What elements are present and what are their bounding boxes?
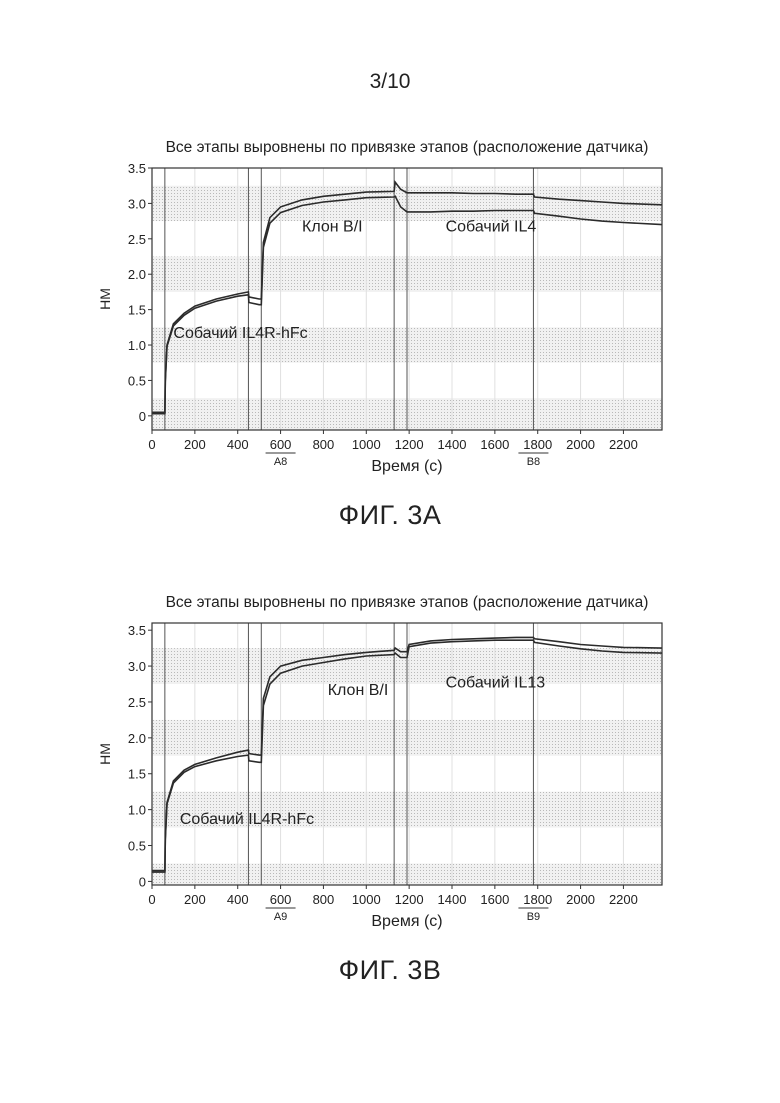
fig3a-xtick-label: 2200 [609,437,638,452]
fig3b-ytick-label: 3.5 [128,623,146,638]
figure-3a-caption: ФИГ. 3А [0,500,780,531]
fig3a-xtick-label: 800 [313,437,335,452]
fig3a-ytick-label: 0 [139,409,146,424]
fig3a-xtick-label: 1600 [480,437,509,452]
fig3b-ytick-label: 0 [139,874,146,889]
fig3b-xtick-label: 1400 [438,892,467,907]
fig3b-xtick-label: 1000 [352,892,381,907]
fig3a-xtick-label: 1400 [438,437,467,452]
fig3a-step-label: Собачий IL4R-hFc [173,325,307,342]
fig3b-step-label: Собачий IL13 [446,675,546,692]
fig3b-axis-marker-А9: А9 [274,911,287,923]
fig3b-ytick-label: 2.5 [128,695,146,710]
fig3b-step-label: Клон В/І [328,682,389,699]
fig3b-chart-title: Все этапы выровнены по привязке этапов (… [166,594,649,611]
fig3a-axis-marker-В8: В8 [527,456,540,468]
fig3b-xtick-label: 400 [227,892,249,907]
fig3a-ytick-label: 1.5 [128,303,146,318]
fig3a-xtick-label: 1200 [395,437,424,452]
fig3a-step-label: Собачий IL4 [446,219,537,236]
fig3b-x-axis-label: Время (с) [371,913,442,930]
fig3a-ytick-label: 3.0 [128,196,146,211]
fig3b-xtick-label: 1600 [480,892,509,907]
figure-3b-caption: ФИГ. 3В [0,955,780,986]
fig3b-xtick-label: 1800 [523,892,552,907]
fig3b-xtick-label: 800 [313,892,335,907]
fig3b-ytick-label: 0.5 [128,839,146,854]
fig3b-ytick-label: 2.0 [128,731,146,746]
fig3a-xtick-label: 600 [270,437,292,452]
fig3a-chart-title: Все этапы выровнены по привязке этапов (… [166,139,649,156]
fig3b-xtick-label: 200 [184,892,206,907]
figure-3b-chart: Все этапы выровнены по привязке этапов (… [0,585,780,935]
fig3a-x-axis-label: Время (с) [371,458,442,475]
fig3b-y-axis-label: НМ [97,743,113,765]
fig3a-ytick-label: 1.0 [128,338,146,353]
fig3b-ytick-label: 1.5 [128,767,146,782]
fig3b-xtick-label: 2200 [609,892,638,907]
fig3a-xtick-label: 1000 [352,437,381,452]
fig3a-xtick-label: 0 [148,437,155,452]
fig3a-xtick-label: 1800 [523,437,552,452]
fig3a-ytick-label: 2.5 [128,232,146,247]
fig3b-xtick-label: 2000 [566,892,595,907]
fig3b-ytick-label: 1.0 [128,803,146,818]
figure-3a-chart: Все этапы выровнены по привязке этапов (… [0,130,780,480]
fig3b-step-label: Собачий IL4R-hFc [180,811,314,828]
fig3b-ytick-label: 3.0 [128,659,146,674]
fig3a-xtick-label: 400 [227,437,249,452]
fig3a-xtick-label: 2000 [566,437,595,452]
fig3b-axis-marker-В9: В9 [527,911,540,923]
fig3b-xtick-label: 0 [148,892,155,907]
fig3b-xtick-label: 1200 [395,892,424,907]
page-number: 3/10 [0,70,780,94]
fig3a-ytick-label: 3.5 [128,161,146,176]
fig3b-xtick-label: 600 [270,892,292,907]
fig3a-xtick-label: 200 [184,437,206,452]
fig3a-step-label: Клон В/І [302,219,363,236]
fig3a-axis-marker-А8: А8 [274,456,287,468]
fig3a-y-axis-label: НМ [97,288,113,310]
fig3a-ytick-label: 2.0 [128,267,146,282]
fig3a-ytick-label: 0.5 [128,373,146,388]
